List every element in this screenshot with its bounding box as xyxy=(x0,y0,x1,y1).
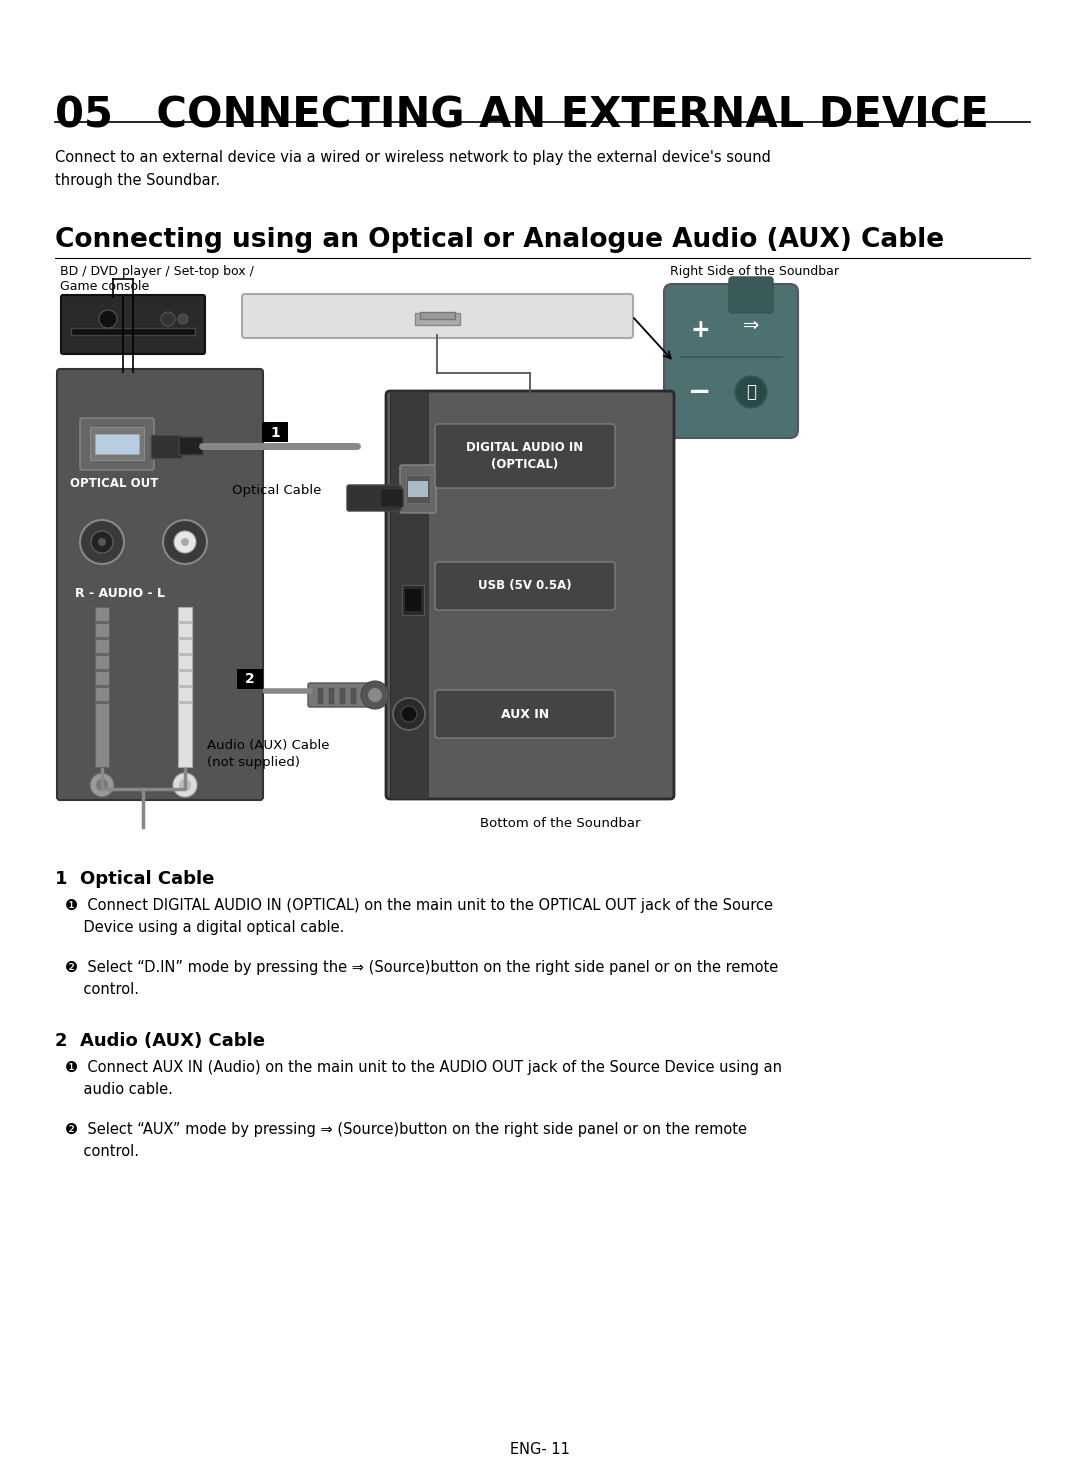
FancyBboxPatch shape xyxy=(435,424,615,488)
Text: Audio (AUX) Cable
(not supplied): Audio (AUX) Cable (not supplied) xyxy=(207,740,329,769)
Bar xyxy=(95,621,109,624)
Text: ❷  Select “AUX” mode by pressing ⇒ (Source)button on the right side panel or on : ❷ Select “AUX” mode by pressing ⇒ (Sourc… xyxy=(65,1123,747,1158)
FancyBboxPatch shape xyxy=(308,683,377,707)
Text: ⇒: ⇒ xyxy=(743,315,759,334)
Circle shape xyxy=(99,311,117,328)
Text: ⏻: ⏻ xyxy=(746,383,756,401)
Bar xyxy=(178,637,192,640)
Bar xyxy=(340,688,345,704)
Bar xyxy=(406,475,430,503)
Bar xyxy=(415,314,460,325)
Text: 2: 2 xyxy=(245,671,255,686)
Bar xyxy=(178,669,192,671)
FancyBboxPatch shape xyxy=(729,277,773,314)
Text: 05   CONNECTING AN EXTERNAL DEVICE: 05 CONNECTING AN EXTERNAL DEVICE xyxy=(55,95,989,138)
Circle shape xyxy=(80,521,124,563)
Bar xyxy=(402,586,424,615)
Circle shape xyxy=(361,680,389,708)
Text: Game console: Game console xyxy=(60,280,149,293)
Text: BD / DVD player / Set-top box /: BD / DVD player / Set-top box / xyxy=(60,265,254,278)
Bar xyxy=(95,433,139,454)
Bar xyxy=(420,312,455,319)
Circle shape xyxy=(174,531,195,553)
Text: 1: 1 xyxy=(270,426,280,439)
Circle shape xyxy=(161,312,175,325)
FancyBboxPatch shape xyxy=(60,294,205,353)
FancyBboxPatch shape xyxy=(381,490,403,507)
Text: ❶  Connect AUX IN (Audio) on the main unit to the AUDIO OUT jack of the Source D: ❶ Connect AUX IN (Audio) on the main uni… xyxy=(65,1060,782,1096)
Circle shape xyxy=(735,376,767,408)
Bar xyxy=(95,637,109,640)
Circle shape xyxy=(163,521,207,563)
Bar xyxy=(329,688,334,704)
Text: Bottom of the Soundbar: Bottom of the Soundbar xyxy=(480,816,640,830)
Bar xyxy=(178,701,192,704)
Circle shape xyxy=(90,774,114,797)
Text: R - AUDIO - L: R - AUDIO - L xyxy=(75,587,165,600)
Bar xyxy=(262,422,288,442)
Text: DIGITAL AUDIO IN
(OPTICAL): DIGITAL AUDIO IN (OPTICAL) xyxy=(467,441,583,470)
Bar xyxy=(178,621,192,624)
FancyBboxPatch shape xyxy=(80,419,154,470)
Text: OPTICAL OUT: OPTICAL OUT xyxy=(70,478,159,490)
Circle shape xyxy=(401,705,417,722)
Circle shape xyxy=(98,538,106,546)
FancyBboxPatch shape xyxy=(242,294,633,339)
FancyBboxPatch shape xyxy=(400,464,436,513)
FancyBboxPatch shape xyxy=(664,284,798,438)
FancyBboxPatch shape xyxy=(347,485,401,512)
Text: ENG- 11: ENG- 11 xyxy=(510,1442,570,1457)
Text: Optical Cable: Optical Cable xyxy=(232,484,322,497)
Text: ❷  Select “D.IN” mode by pressing the ⇒ (Source)button on the right side panel o: ❷ Select “D.IN” mode by pressing the ⇒ (… xyxy=(65,960,779,997)
Circle shape xyxy=(178,314,188,324)
FancyBboxPatch shape xyxy=(57,368,264,800)
Bar xyxy=(408,481,428,497)
Circle shape xyxy=(179,779,191,791)
Bar xyxy=(90,427,144,460)
Bar xyxy=(237,669,264,689)
Bar xyxy=(390,390,428,799)
Bar xyxy=(95,654,109,657)
FancyBboxPatch shape xyxy=(151,435,183,458)
Text: AUX IN: AUX IN xyxy=(501,707,549,720)
Text: 2  Audio (AUX) Cable: 2 Audio (AUX) Cable xyxy=(55,1032,265,1050)
Circle shape xyxy=(393,698,426,731)
Text: +: + xyxy=(690,318,710,342)
Text: 1  Optical Cable: 1 Optical Cable xyxy=(55,870,214,887)
Bar xyxy=(95,701,109,704)
Bar xyxy=(390,390,428,799)
Bar xyxy=(71,328,195,336)
FancyBboxPatch shape xyxy=(435,562,615,609)
FancyBboxPatch shape xyxy=(386,390,674,799)
Circle shape xyxy=(173,774,197,797)
Bar xyxy=(405,589,421,611)
Bar xyxy=(178,685,192,688)
Bar xyxy=(178,606,192,768)
Bar xyxy=(351,688,356,704)
Text: ❶  Connect DIGITAL AUDIO IN (OPTICAL) on the main unit to the OPTICAL OUT jack o: ❶ Connect DIGITAL AUDIO IN (OPTICAL) on … xyxy=(65,898,773,935)
Bar xyxy=(95,685,109,688)
Text: −: − xyxy=(688,379,712,407)
Circle shape xyxy=(91,531,113,553)
Bar xyxy=(178,654,192,657)
Circle shape xyxy=(368,688,382,703)
Bar xyxy=(95,669,109,671)
Bar xyxy=(95,606,109,768)
Text: Right Side of the Soundbar: Right Side of the Soundbar xyxy=(670,265,839,278)
Text: Connect to an external device via a wired or wireless network to play the extern: Connect to an external device via a wire… xyxy=(55,149,771,188)
Circle shape xyxy=(96,779,108,791)
FancyBboxPatch shape xyxy=(179,436,203,456)
Text: Connecting using an Optical or Analogue Audio (AUX) Cable: Connecting using an Optical or Analogue … xyxy=(55,226,944,253)
FancyBboxPatch shape xyxy=(435,691,615,738)
Circle shape xyxy=(181,538,189,546)
Bar xyxy=(318,688,323,704)
Text: USB (5V 0.5A): USB (5V 0.5A) xyxy=(478,580,571,593)
